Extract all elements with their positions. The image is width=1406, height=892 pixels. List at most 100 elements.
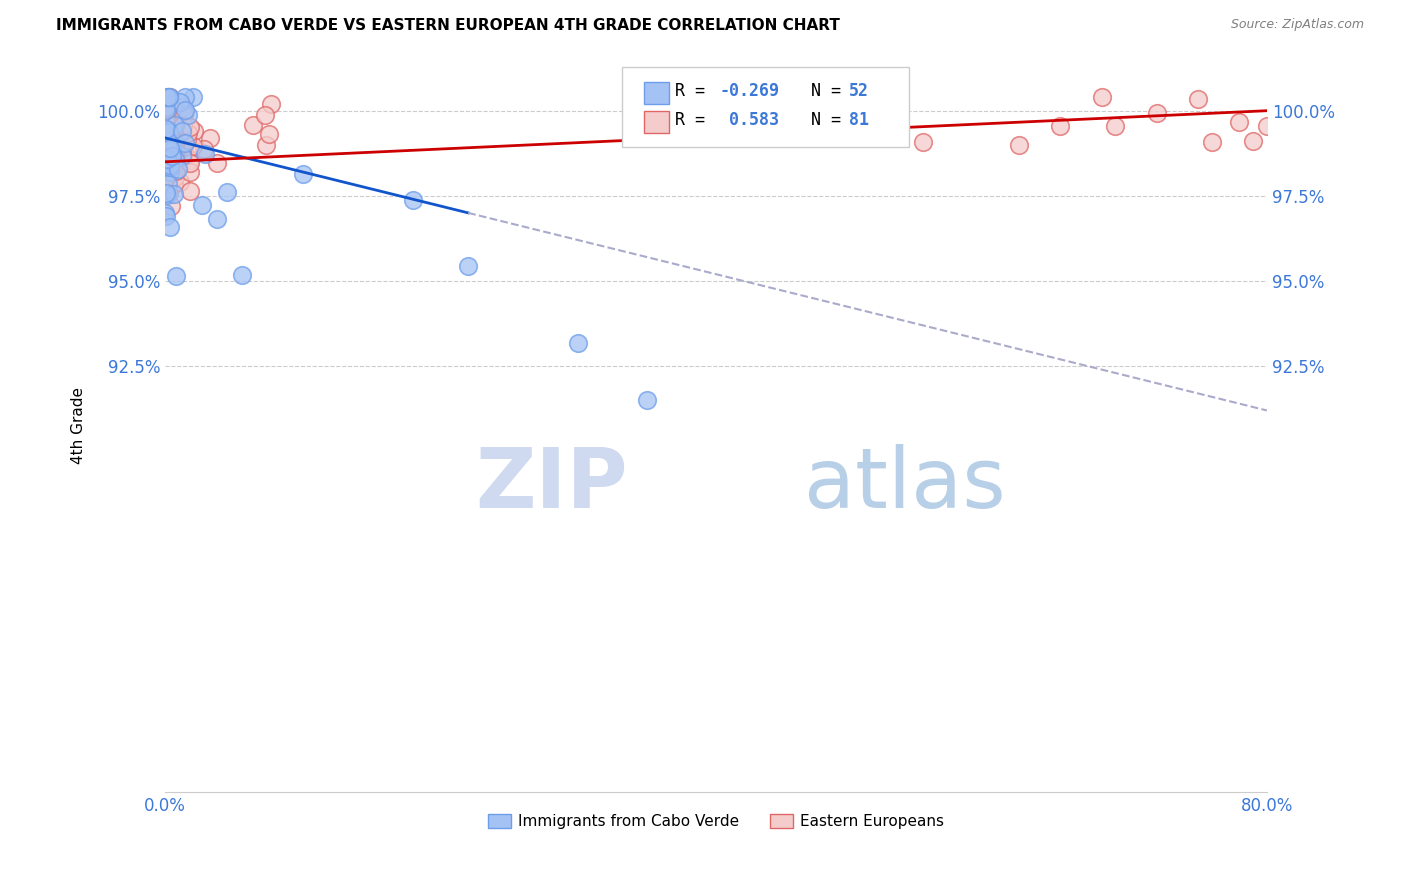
Point — [205, 211, 228, 226]
Point — [156, 188, 179, 202]
Point — [159, 161, 181, 175]
Point — [156, 140, 179, 154]
Point — [165, 136, 187, 150]
Point — [156, 153, 179, 168]
Point — [162, 147, 184, 161]
Point — [176, 133, 198, 147]
Point — [165, 153, 187, 167]
Point — [165, 269, 187, 284]
Point — [402, 193, 425, 207]
Point — [170, 149, 193, 163]
Point — [157, 147, 180, 161]
Text: 52: 52 — [849, 82, 869, 100]
Point — [155, 112, 177, 127]
Point — [155, 158, 177, 172]
Point — [207, 156, 229, 170]
Point — [1227, 114, 1250, 128]
Point — [911, 136, 934, 150]
Point — [159, 161, 181, 175]
Point — [155, 186, 177, 200]
Point — [155, 158, 177, 172]
Point — [156, 123, 179, 137]
Point — [156, 183, 179, 197]
Y-axis label: 4th Grade: 4th Grade — [72, 387, 86, 464]
Point — [157, 141, 180, 155]
Point — [160, 160, 183, 174]
Point — [162, 144, 184, 158]
Point — [159, 219, 181, 234]
Point — [636, 393, 658, 408]
Point — [159, 141, 181, 155]
Point — [165, 144, 187, 158]
Point — [179, 156, 201, 170]
Point — [155, 100, 177, 114]
Point — [166, 153, 188, 168]
Point — [1049, 120, 1071, 134]
Point — [155, 151, 177, 165]
Point — [160, 149, 183, 163]
Point — [155, 97, 177, 112]
Point — [157, 90, 180, 104]
Point — [157, 90, 180, 104]
Text: atlas: atlas — [804, 444, 1005, 524]
Point — [155, 103, 177, 117]
Point — [215, 185, 238, 199]
Point — [1187, 92, 1209, 106]
Point — [155, 205, 177, 219]
Text: ZIP: ZIP — [475, 444, 628, 524]
Point — [163, 178, 186, 192]
Point — [155, 169, 177, 184]
Point — [155, 145, 177, 160]
Point — [156, 138, 179, 153]
Point — [183, 124, 205, 138]
Point — [157, 151, 180, 165]
Point — [159, 158, 181, 172]
Point — [231, 268, 253, 283]
Point — [155, 159, 177, 173]
Point — [155, 92, 177, 106]
Point — [155, 152, 177, 166]
FancyBboxPatch shape — [644, 111, 669, 133]
Point — [191, 198, 214, 212]
Point — [157, 90, 180, 104]
Point — [181, 139, 204, 153]
Text: N =: N = — [792, 112, 851, 129]
Text: -0.269: -0.269 — [720, 82, 779, 100]
Point — [567, 335, 589, 350]
Point — [155, 130, 177, 145]
Point — [156, 131, 179, 145]
Point — [165, 118, 187, 132]
Point — [257, 127, 280, 141]
Point — [159, 165, 181, 179]
Point — [155, 126, 177, 140]
Point — [159, 199, 181, 213]
Point — [155, 169, 177, 183]
Point — [157, 150, 180, 164]
Point — [172, 146, 194, 161]
Point — [457, 259, 479, 273]
Point — [159, 90, 181, 104]
Point — [157, 142, 180, 156]
Point — [159, 159, 181, 173]
Point — [1146, 106, 1168, 120]
Point — [155, 154, 177, 169]
Legend: Immigrants from Cabo Verde, Eastern Europeans: Immigrants from Cabo Verde, Eastern Euro… — [481, 808, 950, 836]
Point — [173, 136, 195, 151]
Point — [165, 164, 187, 178]
Point — [155, 127, 177, 141]
Point — [1241, 134, 1264, 148]
Point — [157, 131, 180, 145]
Point — [172, 124, 194, 138]
Point — [157, 186, 180, 200]
FancyBboxPatch shape — [623, 67, 908, 147]
Point — [172, 118, 194, 132]
Point — [173, 108, 195, 122]
Point — [242, 118, 264, 132]
Text: R =: R = — [675, 112, 716, 129]
Point — [1104, 119, 1126, 133]
Point — [156, 158, 179, 172]
Point — [1091, 90, 1114, 104]
Point — [162, 140, 184, 154]
Point — [170, 142, 193, 156]
Point — [1008, 138, 1031, 153]
